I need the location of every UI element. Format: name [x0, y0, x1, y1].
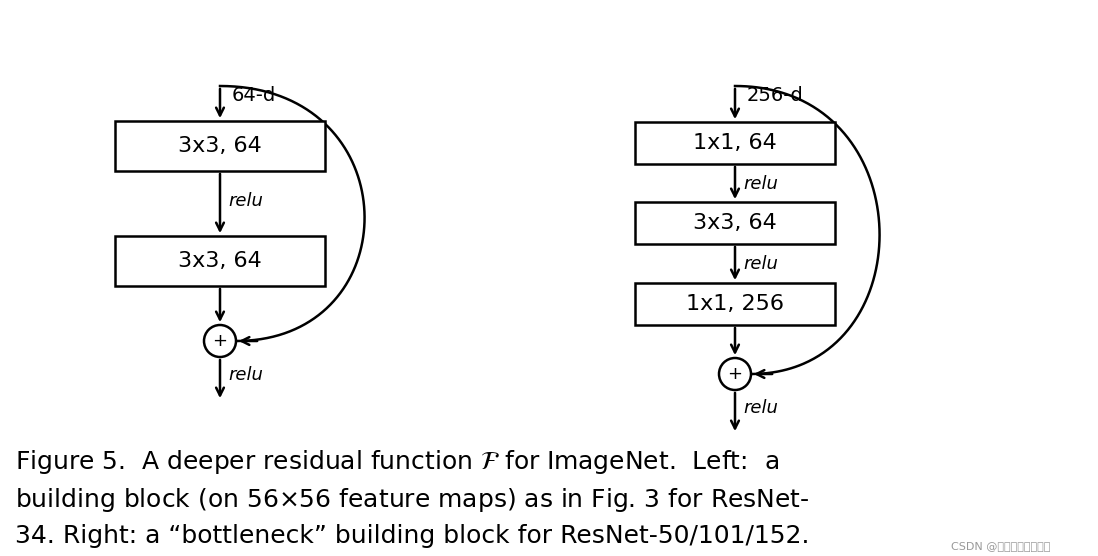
Text: building block (on 56$\times$56 feature maps) as in Fig. 3 for ResNet-: building block (on 56$\times$56 feature … — [15, 486, 809, 514]
Text: relu: relu — [743, 399, 777, 417]
Text: relu: relu — [228, 192, 262, 210]
Text: relu: relu — [743, 255, 777, 273]
Text: 3x3, 64: 3x3, 64 — [178, 136, 262, 156]
Text: relu: relu — [743, 175, 777, 193]
Text: CSDN @我是小蔡呢～～～: CSDN @我是小蔡呢～～～ — [951, 541, 1050, 551]
Text: 1x1, 64: 1x1, 64 — [693, 133, 777, 153]
Text: 34. Right: a “bottleneck” building block for ResNet-50/101/152.: 34. Right: a “bottleneck” building block… — [15, 524, 809, 548]
Text: +: + — [728, 365, 742, 383]
FancyBboxPatch shape — [635, 122, 834, 164]
Text: 256-d: 256-d — [747, 86, 804, 105]
Circle shape — [719, 358, 751, 390]
Text: 3x3, 64: 3x3, 64 — [178, 251, 262, 271]
FancyBboxPatch shape — [635, 202, 834, 244]
FancyBboxPatch shape — [115, 236, 325, 286]
Text: +: + — [213, 332, 227, 350]
FancyBboxPatch shape — [635, 283, 834, 325]
Text: 1x1, 256: 1x1, 256 — [686, 294, 784, 314]
FancyBboxPatch shape — [115, 121, 325, 171]
Text: 3x3, 64: 3x3, 64 — [693, 213, 777, 233]
Text: Figure 5.  A deeper residual function $\mathcal{F}$ for ImageNet.  Left:  a: Figure 5. A deeper residual function $\m… — [15, 448, 780, 476]
Text: relu: relu — [228, 366, 262, 384]
Circle shape — [204, 325, 236, 357]
Text: 64-d: 64-d — [232, 86, 277, 105]
